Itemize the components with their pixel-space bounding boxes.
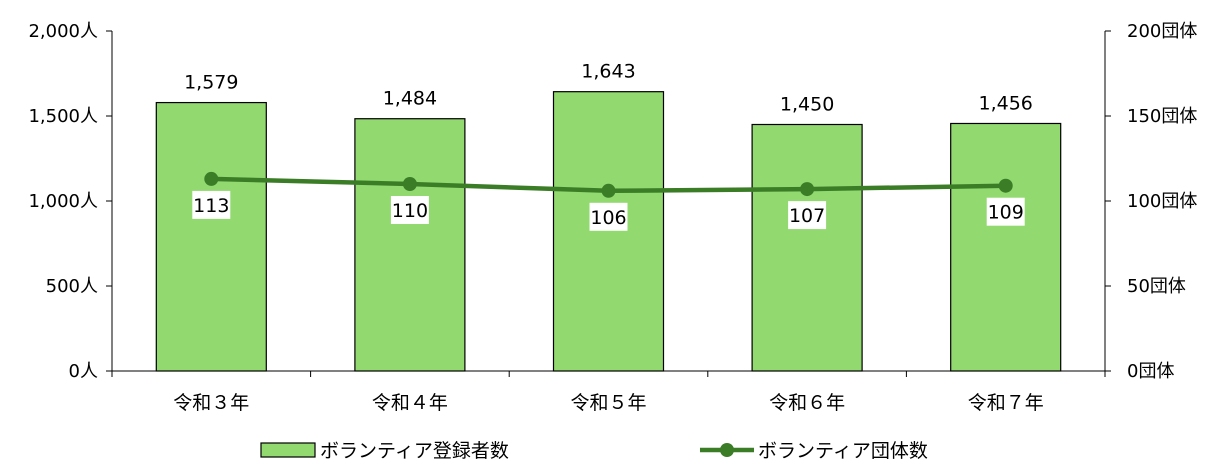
right-tick-label: 150団体: [1127, 106, 1197, 127]
bar-value-label: 1,484: [383, 88, 437, 110]
left-tick-label: 500人: [46, 276, 98, 297]
left-tick-label: 1,500人: [28, 106, 98, 127]
legend-bar-swatch: [260, 442, 316, 458]
bar: [552, 91, 665, 372]
legend-line-label: ボランティア団体数: [758, 440, 928, 462]
line-point: [800, 182, 815, 197]
line-point: [204, 171, 219, 186]
line-value-label: 110: [392, 200, 428, 222]
right-tick-label: 0団体: [1127, 361, 1174, 382]
bar-value-label: 1,643: [581, 61, 635, 83]
line-label-box: [788, 201, 827, 230]
bar: [155, 101, 267, 372]
legend-bar-label: ボランティア登録者数: [320, 440, 509, 462]
line-label-box: [390, 196, 429, 224]
bar-value-label: 1,456: [978, 92, 1032, 114]
line-label-box: [589, 202, 628, 231]
line-value-label: 113: [193, 195, 229, 217]
left-tick-label: 1,000人: [28, 191, 98, 212]
right-tick-label: 50団体: [1127, 276, 1186, 297]
x-tick-label: 令和６年: [769, 392, 845, 414]
line-label-box: [986, 197, 1025, 226]
legend-line-marker: [720, 443, 734, 457]
left-tick-label: 2,000人: [28, 21, 98, 42]
bar-value-label: 1,579: [184, 72, 238, 94]
left-tick-label: 0人: [69, 361, 98, 382]
line-value-label: 106: [590, 207, 626, 229]
bar: [751, 123, 863, 372]
x-tick-label: 令和４年: [372, 392, 448, 414]
bar: [354, 118, 466, 372]
line-point: [601, 183, 616, 198]
x-tick-label: 令和７年: [968, 392, 1044, 414]
line-point: [402, 177, 417, 191]
bar-value-label: 1,450: [780, 94, 834, 116]
right-tick-label: 100団体: [1127, 191, 1197, 212]
x-tick-label: 令和３年: [173, 392, 249, 414]
line-value-label: 107: [789, 205, 825, 227]
line-point: [998, 178, 1013, 193]
line-label-box: [192, 190, 231, 219]
line-value-label: 109: [988, 202, 1024, 224]
bar: [950, 122, 1062, 372]
right-tick-label: 200団体: [1127, 21, 1197, 42]
x-tick-label: 令和５年: [570, 392, 646, 414]
